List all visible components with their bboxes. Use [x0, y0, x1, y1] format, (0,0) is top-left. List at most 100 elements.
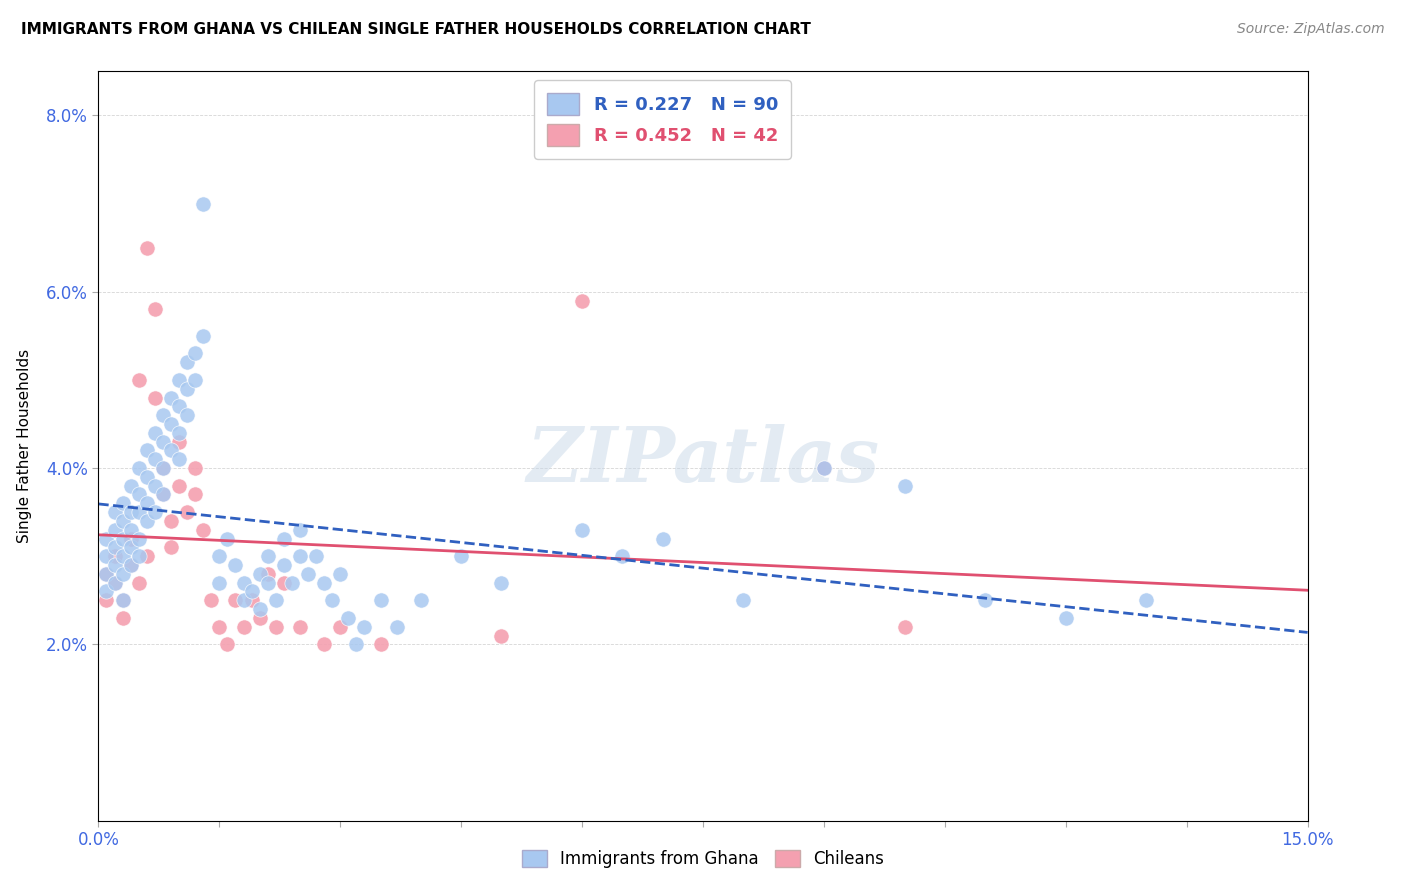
- Point: [288, 523, 311, 537]
- Point: [184, 461, 207, 475]
- Point: [193, 523, 215, 537]
- Point: [167, 434, 190, 449]
- Point: [232, 620, 254, 634]
- Point: [96, 566, 118, 581]
- Point: [288, 549, 311, 564]
- Point: [135, 496, 157, 510]
- Point: [111, 593, 134, 607]
- Point: [571, 523, 593, 537]
- Point: [176, 505, 198, 519]
- Point: [152, 461, 174, 475]
- Point: [240, 593, 263, 607]
- Point: [160, 417, 183, 431]
- Point: [160, 541, 183, 555]
- Point: [305, 549, 328, 564]
- Point: [111, 496, 134, 510]
- Point: [135, 549, 157, 564]
- Point: [128, 373, 150, 387]
- Point: [120, 558, 142, 572]
- Point: [167, 452, 190, 467]
- Point: [651, 532, 673, 546]
- Point: [184, 487, 207, 501]
- Point: [208, 549, 231, 564]
- Point: [249, 602, 271, 616]
- Point: [256, 566, 278, 581]
- Point: [273, 575, 295, 590]
- Point: [120, 532, 142, 546]
- Point: [96, 566, 118, 581]
- Point: [217, 532, 239, 546]
- Legend: R = 0.227   N = 90, R = 0.452   N = 42: R = 0.227 N = 90, R = 0.452 N = 42: [534, 80, 790, 159]
- Point: [111, 611, 134, 625]
- Point: [256, 549, 278, 564]
- Point: [96, 584, 118, 599]
- Point: [143, 452, 166, 467]
- Point: [111, 566, 134, 581]
- Point: [128, 505, 150, 519]
- Point: [96, 532, 118, 546]
- Point: [217, 637, 239, 651]
- Point: [208, 575, 231, 590]
- Point: [143, 391, 166, 405]
- Point: [321, 593, 343, 607]
- Point: [120, 478, 142, 492]
- Point: [167, 400, 190, 414]
- Point: [208, 620, 231, 634]
- Point: [103, 549, 125, 564]
- Point: [409, 593, 432, 607]
- Point: [491, 575, 513, 590]
- Point: [1054, 611, 1077, 625]
- Point: [813, 461, 835, 475]
- Point: [450, 549, 472, 564]
- Point: [264, 620, 287, 634]
- Point: [160, 443, 183, 458]
- Point: [152, 434, 174, 449]
- Point: [103, 575, 125, 590]
- Point: [96, 593, 118, 607]
- Point: [193, 328, 215, 343]
- Point: [974, 593, 997, 607]
- Point: [128, 532, 150, 546]
- Point: [385, 620, 408, 634]
- Point: [893, 620, 915, 634]
- Point: [733, 593, 755, 607]
- Point: [135, 514, 157, 528]
- Point: [128, 575, 150, 590]
- Point: [491, 628, 513, 642]
- Point: [96, 549, 118, 564]
- Point: [152, 487, 174, 501]
- Point: [273, 558, 295, 572]
- Point: [314, 637, 336, 651]
- Point: [370, 637, 392, 651]
- Legend: Immigrants from Ghana, Chileans: Immigrants from Ghana, Chileans: [515, 843, 891, 875]
- Point: [240, 584, 263, 599]
- Point: [160, 514, 183, 528]
- Point: [329, 620, 352, 634]
- Point: [160, 391, 183, 405]
- Point: [329, 566, 352, 581]
- Point: [152, 408, 174, 422]
- Point: [120, 558, 142, 572]
- Point: [256, 575, 278, 590]
- Point: [232, 575, 254, 590]
- Point: [128, 461, 150, 475]
- Point: [128, 549, 150, 564]
- Point: [264, 593, 287, 607]
- Point: [224, 593, 246, 607]
- Point: [143, 478, 166, 492]
- Point: [184, 346, 207, 360]
- Point: [249, 566, 271, 581]
- Point: [135, 470, 157, 484]
- Point: [143, 505, 166, 519]
- Point: [111, 549, 134, 564]
- Point: [111, 532, 134, 546]
- Point: [337, 611, 360, 625]
- Point: [273, 532, 295, 546]
- Point: [103, 575, 125, 590]
- Point: [571, 293, 593, 308]
- Point: [612, 549, 634, 564]
- Point: [103, 505, 125, 519]
- Point: [135, 241, 157, 255]
- Point: [314, 575, 336, 590]
- Point: [167, 478, 190, 492]
